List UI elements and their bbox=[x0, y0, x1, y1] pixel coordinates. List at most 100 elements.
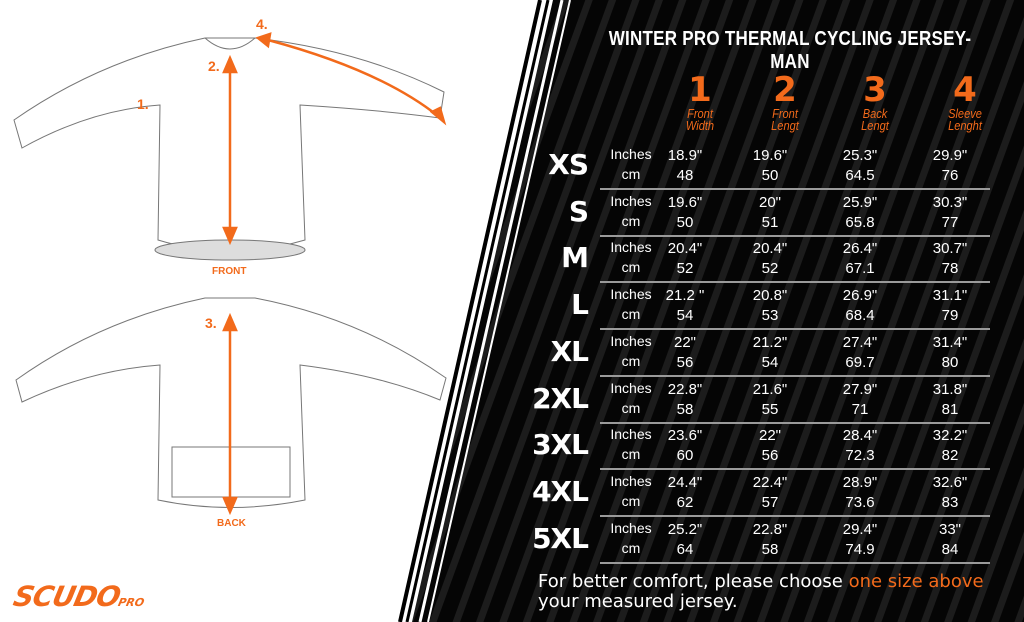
value-inches: 30.3" bbox=[932, 193, 968, 211]
value-inches: 30.7" bbox=[932, 240, 968, 258]
value-inches: 26.4" bbox=[842, 240, 878, 258]
value-inches: 18.9" bbox=[667, 147, 703, 164]
value-cm: 69.7 bbox=[845, 353, 875, 371]
row-separator bbox=[600, 281, 990, 284]
value-cm: 65.8 bbox=[845, 213, 875, 231]
size-row: L Inches cm 21.2 " 54 20.8" 53 26.9" 68.4 31… bbox=[520, 282, 1000, 328]
value-cm: 54 bbox=[761, 353, 779, 371]
value-cm: 72.3 bbox=[845, 447, 875, 465]
column-number: 1 bbox=[688, 70, 712, 110]
value-inches: 19.6" bbox=[752, 147, 788, 164]
marker-4: 4. bbox=[256, 16, 268, 32]
value-inches: 25.3" bbox=[842, 147, 878, 164]
column-label: Sleeve bbox=[948, 106, 982, 121]
row-separator bbox=[600, 328, 990, 331]
size-label: 3XL bbox=[532, 428, 589, 462]
value-inches: 28.4" bbox=[842, 427, 878, 445]
value-inches: 29.4" bbox=[842, 520, 878, 538]
unit-cm: cm bbox=[621, 259, 641, 276]
unit-inches: Inches bbox=[610, 286, 652, 303]
marker-3: 3. bbox=[205, 315, 217, 331]
value-cm: 62 bbox=[676, 493, 694, 511]
value-cm: 52 bbox=[761, 260, 779, 278]
unit-inches: Inches bbox=[610, 472, 652, 489]
row-separator bbox=[600, 188, 990, 190]
value-cm: 50 bbox=[761, 167, 779, 184]
unit-inches: Inches bbox=[610, 379, 652, 396]
value-cm: 81 bbox=[941, 400, 959, 418]
value-inches: 27.9" bbox=[842, 380, 878, 398]
unit-inches: Inches bbox=[610, 519, 652, 536]
back-label: BACK bbox=[217, 518, 246, 529]
dark-panel bbox=[412, 0, 1024, 622]
unit-cm: cm bbox=[621, 166, 641, 182]
chart-title: WINTER PRO THERMAL CYCLING JERSEY-MAN bbox=[608, 28, 972, 73]
unit-cm: cm bbox=[621, 492, 641, 509]
column-label: Front bbox=[772, 106, 798, 121]
value-cm: 60 bbox=[676, 447, 694, 465]
column-header: 3 Back Lengt bbox=[830, 72, 920, 132]
row-separator bbox=[600, 234, 990, 237]
size-label: S bbox=[568, 194, 589, 228]
value-cm: 78 bbox=[941, 260, 959, 278]
value-inches: 31.1" bbox=[932, 287, 968, 305]
value-cm: 56 bbox=[676, 353, 694, 371]
value-cm: 56 bbox=[761, 447, 779, 465]
value-inches: 23.6" bbox=[667, 427, 703, 445]
row-separator bbox=[600, 421, 990, 424]
value-inches: 21.2" bbox=[752, 333, 788, 351]
column-label: Back bbox=[862, 106, 888, 121]
value-inches: 22.4" bbox=[752, 473, 788, 491]
value-inches: 22" bbox=[673, 333, 696, 351]
value-inches: 20.4" bbox=[752, 240, 788, 258]
value-cm: 84 bbox=[941, 540, 959, 558]
value-cm: 77 bbox=[941, 213, 959, 231]
value-inches: 29.9" bbox=[932, 147, 968, 164]
value-inches: 33" bbox=[938, 520, 961, 538]
unit-cm: cm bbox=[621, 306, 641, 323]
marker-1: 1. bbox=[137, 96, 149, 112]
size-row: 5XL Inches cm 25.2" 64 22.8" 58 29.4" 74.9 3… bbox=[520, 516, 1000, 562]
value-cm: 55 bbox=[761, 400, 779, 418]
unit-inches: Inches bbox=[610, 146, 652, 162]
value-inches: 20.4" bbox=[667, 240, 703, 258]
unit-inches: Inches bbox=[610, 239, 652, 256]
value-cm: 83 bbox=[941, 493, 959, 511]
row-separator bbox=[600, 468, 990, 471]
size-label: XS bbox=[548, 148, 589, 181]
fit-note: For better comfort, please choose one si… bbox=[538, 571, 984, 612]
value-inches: 20.8" bbox=[752, 287, 788, 305]
unit-cm: cm bbox=[621, 399, 641, 416]
value-cm: 57 bbox=[761, 493, 779, 511]
value-inches: 31.4" bbox=[932, 333, 968, 351]
column-header: 2 Front Lengt bbox=[740, 72, 830, 132]
value-cm: 50 bbox=[676, 213, 694, 231]
value-inches: 19.6" bbox=[667, 193, 703, 211]
value-inches: 20" bbox=[758, 193, 781, 211]
value-inches: 28.9" bbox=[842, 473, 878, 491]
unit-cm: cm bbox=[621, 446, 641, 463]
size-label: 4XL bbox=[532, 474, 589, 508]
size-row: S Inches cm 19.6" 50 20" 51 25.9" 65.8 30.3"… bbox=[520, 189, 1000, 235]
value-cm: 79 bbox=[941, 307, 959, 325]
column-header: 1 Front Width bbox=[655, 72, 745, 132]
value-cm: 58 bbox=[676, 400, 694, 418]
value-cm: 64 bbox=[676, 540, 694, 558]
size-row: XS Inches cm 18.9" 48 19.6" 50 25.3" 64.5 29… bbox=[520, 142, 1000, 188]
value-cm: 52 bbox=[676, 260, 694, 278]
value-cm: 48 bbox=[676, 167, 694, 184]
row-separator bbox=[600, 514, 990, 517]
value-cm: 82 bbox=[941, 447, 959, 465]
value-cm: 76 bbox=[941, 167, 959, 184]
column-number: 3 bbox=[863, 70, 887, 110]
value-inches: 24.4" bbox=[667, 473, 703, 491]
size-row: M Inches cm 20.4" 52 20.4" 52 26.4" 67.1 30.… bbox=[520, 235, 1000, 281]
column-label: Width bbox=[685, 118, 715, 133]
unit-inches: Inches bbox=[610, 426, 652, 443]
value-inches: 21.6" bbox=[752, 380, 788, 398]
column-number: 4 bbox=[953, 70, 977, 110]
size-label: L bbox=[571, 288, 589, 322]
row-separator bbox=[600, 374, 990, 377]
value-inches: 21.2 " bbox=[665, 287, 705, 305]
value-cm: 74.9 bbox=[845, 540, 875, 558]
